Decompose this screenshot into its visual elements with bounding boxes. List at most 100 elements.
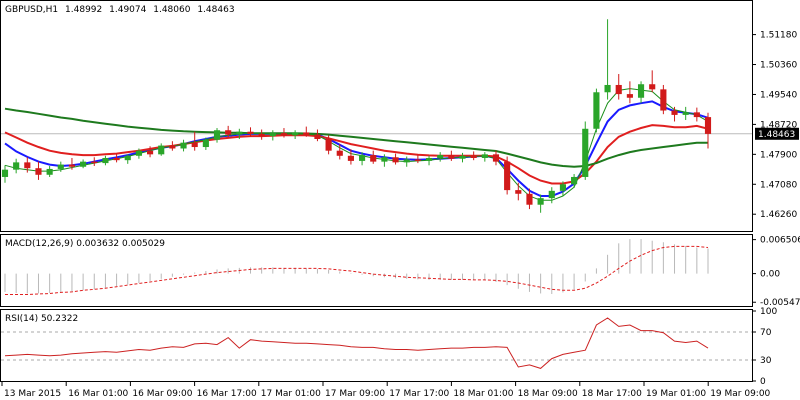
candle[interactable] [381, 154, 388, 167]
candle[interactable] [582, 121, 589, 180]
macd-pane[interactable] [0, 234, 753, 307]
candle[interactable] [526, 188, 533, 210]
candle[interactable] [682, 106, 689, 121]
candle[interactable] [135, 148, 142, 159]
candle[interactable] [1, 165, 9, 183]
candle[interactable] [202, 137, 209, 150]
candle[interactable] [91, 157, 98, 167]
candle[interactable] [336, 144, 343, 160]
moving-average-line-4 [4, 88, 709, 201]
candle[interactable] [515, 182, 522, 201]
candle[interactable] [314, 129, 321, 142]
candle[interactable] [660, 84, 667, 115]
candle-body [459, 155, 466, 159]
candle[interactable] [258, 129, 265, 140]
candle[interactable] [247, 127, 254, 137]
candle[interactable] [225, 125, 232, 138]
candle[interactable] [359, 152, 366, 166]
candle-body [437, 155, 444, 158]
rsi-tick-label: 70 [760, 328, 772, 338]
candle[interactable] [504, 156, 511, 195]
rsi-tick-label: 0 [760, 377, 766, 387]
candle[interactable] [191, 131, 198, 151]
candle[interactable] [292, 130, 299, 139]
candle[interactable] [269, 130, 276, 141]
rsi-title: RSI(14) 50.2322 [5, 314, 78, 324]
moving-average-line-1 [4, 100, 709, 197]
candle[interactable] [46, 166, 53, 177]
candle[interactable] [693, 107, 700, 122]
candle[interactable] [403, 156, 410, 167]
candle[interactable] [24, 157, 31, 173]
candle[interactable] [303, 126, 310, 137]
candle[interactable] [158, 143, 165, 156]
candle[interactable] [481, 152, 488, 162]
candle[interactable] [146, 146, 154, 158]
candle[interactable] [280, 128, 288, 138]
price-pane[interactable] [0, 0, 753, 232]
candle[interactable] [548, 187, 555, 204]
candle-body [481, 154, 488, 158]
time-tick-label: 17 Mar 09:00 [325, 389, 385, 399]
price-header: GBPUSD,H1 1.48992 1.49074 1.48060 1.4846… [5, 5, 235, 15]
rsi-tick-label: 30 [760, 356, 772, 366]
candle[interactable] [236, 128, 243, 139]
price-tick-label: 1.51180 [760, 31, 797, 41]
candle[interactable] [604, 19, 611, 100]
candle[interactable] [593, 88, 600, 133]
moving-average-line-3 [4, 107, 708, 168]
candle[interactable] [559, 181, 567, 196]
candle-body [582, 128, 589, 177]
candle[interactable] [13, 158, 20, 174]
time-tick-label: 18 Mar 17:00 [582, 389, 642, 399]
time-tick-label: 18 Mar 09:00 [518, 389, 578, 399]
candle[interactable] [80, 159, 87, 169]
candle-body [637, 84, 645, 98]
candle[interactable] [615, 74, 622, 100]
candle[interactable] [124, 154, 131, 164]
candle[interactable] [470, 151, 477, 161]
candle[interactable] [626, 81, 633, 104]
candle[interactable] [68, 157, 76, 170]
candle[interactable] [414, 154, 421, 164]
candle-body [515, 190, 522, 194]
candle[interactable] [392, 153, 399, 165]
candle[interactable] [571, 174, 578, 188]
candle[interactable] [492, 150, 500, 166]
candle-body [359, 155, 366, 161]
candle[interactable] [459, 152, 466, 163]
candle[interactable] [325, 135, 332, 155]
candle-body [213, 130, 221, 140]
candle-body [247, 131, 254, 134]
candle[interactable] [370, 150, 377, 164]
candle[interactable] [35, 161, 42, 180]
candle[interactable] [637, 81, 645, 104]
last-price-tag [755, 127, 799, 140]
candle[interactable] [437, 152, 444, 162]
candle[interactable] [537, 194, 544, 213]
low-value: 1.48060 [153, 5, 190, 15]
candle[interactable] [102, 155, 109, 166]
candle-body [35, 168, 42, 175]
last-price-label: 1.48463 [758, 130, 795, 140]
candle[interactable] [213, 128, 221, 143]
candle[interactable] [180, 139, 187, 152]
candle[interactable] [425, 155, 433, 166]
candle-body [225, 130, 232, 135]
symbol-label: GBPUSD,H1 [5, 5, 58, 15]
candle-body [236, 131, 243, 135]
candle[interactable] [671, 106, 678, 122]
candle-body [403, 159, 410, 163]
candle[interactable] [169, 141, 176, 151]
price-tick-label: 1.50360 [760, 61, 797, 71]
candle[interactable] [113, 153, 120, 163]
rsi-pane[interactable] [0, 309, 753, 382]
candle[interactable] [448, 150, 455, 161]
candle-body [280, 133, 288, 136]
candle[interactable] [649, 70, 656, 93]
candle-body [91, 161, 98, 164]
candle[interactable] [57, 161, 64, 172]
candle[interactable] [347, 149, 354, 165]
candle[interactable] [704, 112, 712, 149]
